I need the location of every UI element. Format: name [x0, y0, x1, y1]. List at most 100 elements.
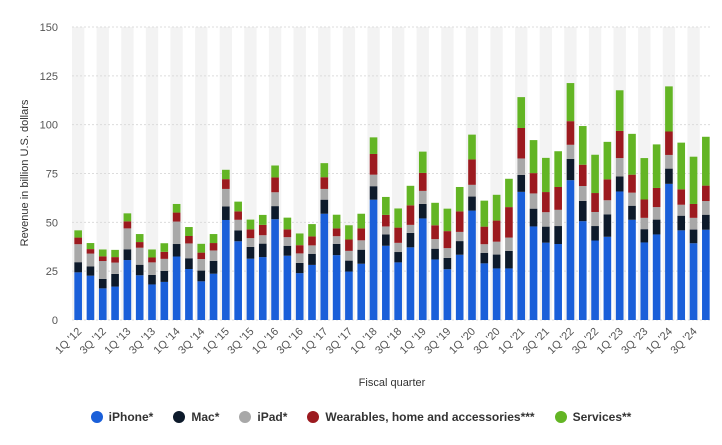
- bar-segment-iphone[interactable]: [172, 256, 181, 320]
- bar-segment-services[interactable]: [111, 249, 119, 258]
- bar-segment-wearables[interactable]: [86, 249, 95, 254]
- bar-segment-mac[interactable]: [455, 241, 464, 255]
- bar-segment-mac[interactable]: [702, 214, 710, 230]
- bar-segment-services[interactable]: [369, 137, 378, 154]
- bar-segment-ipad[interactable]: [148, 262, 156, 275]
- bar-segment-iphone[interactable]: [578, 221, 587, 320]
- bar-stack[interactable]: [320, 163, 329, 320]
- bar-segment-wearables[interactable]: [246, 229, 255, 239]
- bar-segment-ipad[interactable]: [123, 228, 132, 250]
- bar-stack[interactable]: [578, 126, 587, 320]
- bar-stack[interactable]: [455, 186, 464, 320]
- bar-segment-mac[interactable]: [382, 234, 390, 246]
- bar-stack[interactable]: [135, 234, 144, 320]
- bar-segment-ipad[interactable]: [357, 240, 366, 250]
- bar-segment-services[interactable]: [185, 227, 193, 237]
- bar-segment-services[interactable]: [603, 141, 612, 180]
- bar-segment-iphone[interactable]: [234, 241, 242, 320]
- bar-segment-ipad[interactable]: [418, 190, 427, 204]
- bar-segment-mac[interactable]: [320, 199, 329, 214]
- bar-stack[interactable]: [148, 249, 156, 320]
- bar-segment-wearables[interactable]: [529, 173, 538, 194]
- bar-segment-iphone[interactable]: [382, 245, 390, 320]
- bar-segment-wearables[interactable]: [566, 121, 575, 145]
- bar-segment-services[interactable]: [406, 185, 415, 206]
- bar-segment-ipad[interactable]: [271, 192, 279, 207]
- bar-segment-services[interactable]: [431, 202, 439, 226]
- bar-segment-wearables[interactable]: [702, 185, 710, 202]
- bar-segment-mac[interactable]: [234, 230, 242, 242]
- bar-segment-wearables[interactable]: [652, 187, 661, 208]
- bar-segment-iphone[interactable]: [135, 275, 144, 320]
- bar-stack[interactable]: [406, 185, 415, 320]
- bar-segment-services[interactable]: [382, 196, 390, 215]
- bar-segment-services[interactable]: [345, 225, 353, 240]
- bar-segment-iphone[interactable]: [74, 272, 82, 320]
- bar-stack[interactable]: [209, 234, 218, 320]
- bar-stack[interactable]: [222, 169, 230, 320]
- bar-segment-mac[interactable]: [160, 270, 169, 282]
- bar-segment-services[interactable]: [271, 165, 279, 178]
- bar-segment-ipad[interactable]: [332, 236, 341, 244]
- bar-segment-mac[interactable]: [628, 205, 636, 220]
- bar-segment-wearables[interactable]: [418, 172, 427, 191]
- bar-segment-wearables[interactable]: [160, 251, 169, 259]
- bar-segment-services[interactable]: [357, 213, 366, 229]
- bar-stack[interactable]: [382, 196, 390, 320]
- bar-segment-iphone[interactable]: [702, 229, 710, 320]
- bar-segment-mac[interactable]: [566, 158, 575, 181]
- bar-segment-ipad[interactable]: [443, 248, 452, 258]
- bar-segment-mac[interactable]: [468, 196, 476, 211]
- bar-segment-wearables[interactable]: [615, 130, 624, 159]
- bar-stack[interactable]: [418, 151, 427, 320]
- bar-segment-iphone[interactable]: [615, 191, 624, 320]
- bar-segment-iphone[interactable]: [652, 234, 661, 320]
- bar-segment-services[interactable]: [283, 217, 292, 230]
- bar-segment-iphone[interactable]: [529, 226, 538, 320]
- bar-segment-mac[interactable]: [111, 273, 119, 287]
- bar-stack[interactable]: [308, 224, 316, 320]
- bar-segment-wearables[interactable]: [283, 229, 292, 238]
- bar-segment-services[interactable]: [665, 86, 673, 132]
- bar-stack[interactable]: [283, 217, 292, 320]
- bar-segment-services[interactable]: [652, 144, 661, 188]
- bar-segment-mac[interactable]: [369, 186, 378, 200]
- bar-segment-services[interactable]: [492, 194, 501, 221]
- bar-segment-services[interactable]: [554, 151, 562, 187]
- bar-segment-wearables[interactable]: [603, 179, 612, 201]
- bar-segment-services[interactable]: [197, 243, 206, 253]
- bar-segment-wearables[interactable]: [517, 127, 526, 159]
- bar-segment-ipad[interactable]: [135, 247, 144, 265]
- bar-segment-ipad[interactable]: [98, 261, 107, 279]
- bar-segment-iphone[interactable]: [185, 269, 193, 320]
- bar-segment-wearables[interactable]: [308, 236, 316, 246]
- bar-segment-iphone[interactable]: [320, 213, 329, 320]
- bar-segment-mac[interactable]: [135, 264, 144, 276]
- bar-segment-services[interactable]: [591, 154, 599, 194]
- bar-segment-mac[interactable]: [172, 244, 181, 257]
- bar-segment-ipad[interactable]: [492, 241, 501, 255]
- bar-segment-ipad[interactable]: [591, 211, 599, 227]
- bar-segment-mac[interactable]: [295, 262, 304, 274]
- bar-segment-iphone[interactable]: [209, 273, 218, 320]
- bar-segment-services[interactable]: [172, 203, 181, 213]
- bar-segment-ipad[interactable]: [677, 204, 686, 216]
- bar-segment-mac[interactable]: [148, 274, 156, 285]
- bar-segment-services[interactable]: [677, 142, 686, 190]
- bar-segment-mac[interactable]: [517, 174, 526, 192]
- legend-item-wearables[interactable]: Wearables, home and accessories***: [307, 410, 535, 424]
- bar-stack[interactable]: [271, 165, 279, 320]
- bar-segment-mac[interactable]: [222, 206, 230, 220]
- bar-segment-mac[interactable]: [603, 214, 612, 237]
- bar-segment-wearables[interactable]: [443, 231, 452, 249]
- bar-segment-services[interactable]: [443, 208, 452, 232]
- bar-segment-mac[interactable]: [640, 229, 649, 243]
- bar-segment-mac[interactable]: [271, 206, 279, 220]
- bar-segment-wearables[interactable]: [357, 228, 366, 241]
- bar-segment-iphone[interactable]: [86, 275, 95, 320]
- bar-segment-iphone[interactable]: [111, 286, 119, 320]
- bar-segment-wearables[interactable]: [578, 164, 587, 187]
- bar-segment-ipad[interactable]: [246, 238, 255, 247]
- bar-segment-wearables[interactable]: [98, 256, 107, 262]
- bar-segment-services[interactable]: [628, 133, 636, 175]
